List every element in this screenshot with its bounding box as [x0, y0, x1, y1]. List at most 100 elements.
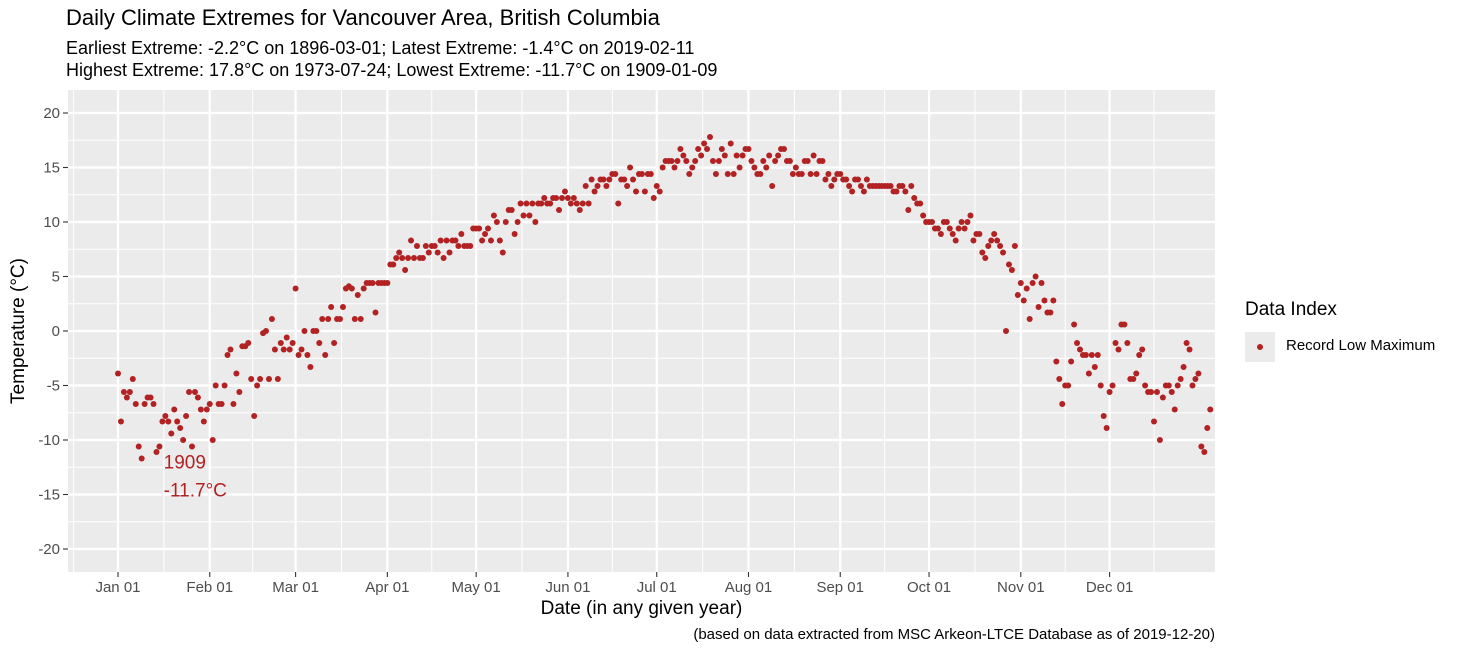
data-point — [1068, 358, 1075, 365]
data-point — [351, 316, 358, 323]
data-point — [946, 225, 953, 232]
data-point — [283, 334, 290, 341]
data-point — [257, 375, 264, 382]
data-point — [707, 133, 713, 140]
data-point — [156, 443, 163, 450]
data-point — [893, 188, 900, 195]
data-point — [1088, 351, 1095, 358]
y-tick-label: -15 — [38, 487, 60, 504]
data-point — [724, 171, 731, 178]
data-point — [1168, 389, 1175, 396]
data-point — [514, 219, 521, 225]
data-point — [576, 207, 583, 214]
data-point — [860, 188, 867, 195]
data-point — [526, 212, 533, 219]
data-point — [579, 200, 586, 207]
x-tick-label: Jan 01 — [95, 579, 140, 596]
data-point — [997, 242, 1004, 249]
data-point — [479, 237, 486, 244]
data-point — [822, 176, 829, 183]
data-point — [221, 382, 228, 389]
y-tick-label: 15 — [43, 160, 60, 177]
data-point — [718, 145, 725, 152]
data-point — [499, 249, 506, 256]
legend-point-icon — [1257, 344, 1263, 350]
data-point — [934, 225, 941, 232]
data-point — [200, 418, 207, 425]
data-point — [704, 145, 711, 152]
data-point — [970, 237, 977, 244]
x-tick-label: Apr 01 — [365, 579, 409, 596]
data-point — [280, 346, 287, 353]
data-point — [115, 370, 121, 377]
data-point — [1115, 346, 1122, 353]
data-point — [680, 152, 687, 159]
data-point — [647, 171, 654, 178]
data-point — [1056, 375, 1063, 382]
data-point — [982, 254, 989, 261]
data-point — [425, 249, 432, 256]
data-point — [1195, 370, 1202, 377]
data-point — [455, 242, 462, 249]
data-point — [1124, 339, 1131, 346]
x-tick-label: Jul 01 — [637, 579, 677, 596]
data-point — [339, 304, 346, 311]
data-point — [763, 164, 770, 171]
data-point — [804, 157, 811, 164]
data-point — [191, 389, 198, 396]
data-point — [440, 254, 447, 261]
data-point — [1142, 382, 1149, 389]
data-point — [559, 195, 565, 202]
data-point — [585, 200, 592, 207]
data-point — [206, 401, 213, 408]
data-point — [1151, 418, 1157, 425]
data-point — [594, 183, 601, 190]
data-point — [348, 285, 355, 292]
data-point — [277, 339, 284, 346]
data-point — [920, 212, 927, 219]
data-point — [1109, 382, 1116, 389]
data-point — [1085, 370, 1092, 377]
data-point — [511, 230, 518, 237]
data-point — [408, 237, 415, 244]
data-point — [298, 346, 305, 353]
data-point — [502, 219, 509, 225]
data-point — [582, 183, 589, 190]
data-point — [129, 375, 136, 382]
x-tick-label: May 01 — [452, 579, 501, 596]
data-point — [739, 152, 746, 159]
data-point — [828, 183, 835, 190]
y-tick-label: -10 — [38, 432, 60, 449]
data-point — [961, 225, 968, 232]
data-point — [772, 157, 779, 164]
data-point — [212, 382, 219, 389]
data-point — [1121, 321, 1128, 328]
data-point — [325, 316, 332, 323]
data-point — [863, 176, 870, 183]
data-point — [606, 176, 613, 183]
data-point — [727, 140, 734, 147]
data-point — [490, 212, 497, 219]
data-point — [638, 171, 645, 178]
data-point — [929, 219, 935, 225]
data-point — [117, 418, 124, 425]
data-point — [224, 351, 231, 358]
data-point — [659, 164, 666, 171]
data-point — [1183, 339, 1190, 346]
data-point — [1171, 406, 1178, 413]
data-point — [556, 207, 563, 214]
data-point — [757, 171, 764, 178]
data-point — [135, 443, 142, 450]
data-point — [520, 212, 527, 219]
data-point — [1041, 297, 1048, 304]
data-point — [1189, 382, 1196, 389]
data-point — [781, 145, 787, 152]
data-point — [126, 389, 133, 396]
legend-title: Data Index — [1245, 299, 1337, 320]
data-point — [1177, 375, 1184, 382]
data-point — [337, 316, 343, 323]
x-tick-label: Feb 01 — [186, 579, 233, 596]
data-point — [689, 164, 696, 171]
data-point — [1159, 394, 1166, 401]
data-point — [1003, 328, 1009, 334]
